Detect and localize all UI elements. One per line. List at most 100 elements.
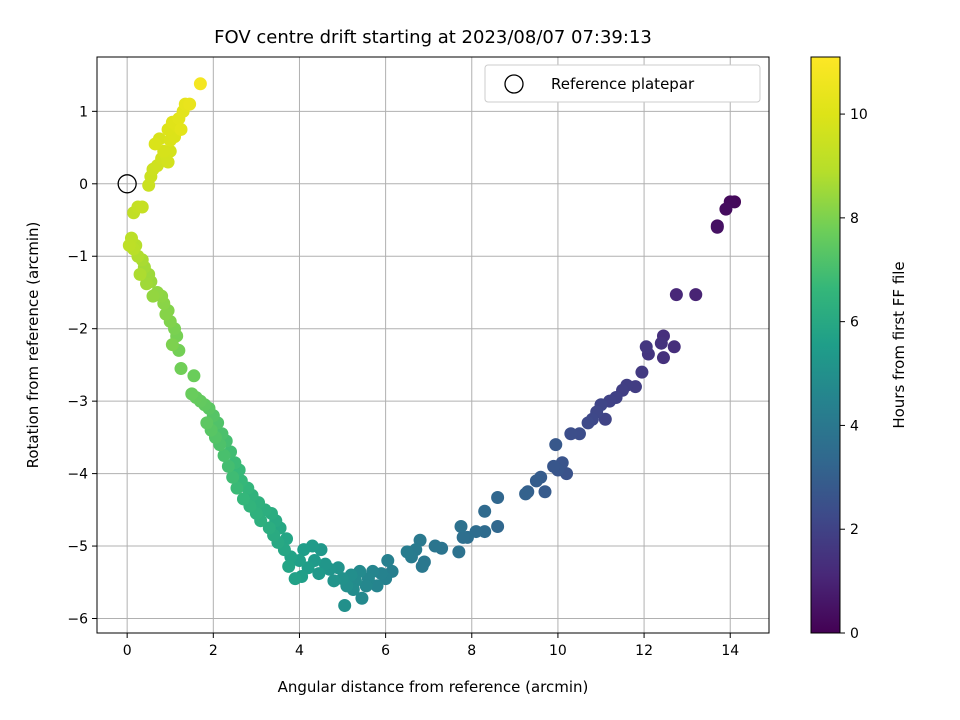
y-tick-label: −4 bbox=[67, 467, 88, 483]
y-tick-label: −2 bbox=[67, 322, 88, 338]
x-tick-label: 2 bbox=[209, 643, 218, 659]
y-axis-ticks: 1 0 −1 −2 −3 −4 −5 −6 bbox=[67, 104, 97, 628]
data-point bbox=[327, 574, 341, 588]
data-point bbox=[456, 530, 470, 544]
colorbar-tick-label: 0 bbox=[850, 626, 859, 642]
colorbar-gradient bbox=[810, 56, 841, 634]
x-tick-label: 4 bbox=[295, 643, 304, 659]
data-point bbox=[491, 491, 505, 505]
data-point bbox=[359, 579, 373, 593]
data-point bbox=[165, 338, 179, 352]
data-point bbox=[157, 144, 171, 158]
data-point bbox=[159, 307, 173, 321]
y-tick-label: 1 bbox=[79, 104, 88, 120]
chart-title: FOV centre drift starting at 2023/08/07 … bbox=[214, 27, 652, 48]
data-point bbox=[669, 288, 683, 302]
y-tick-label: −1 bbox=[67, 249, 88, 265]
y-tick-label: −6 bbox=[67, 612, 88, 628]
data-point bbox=[538, 485, 552, 499]
data-point bbox=[217, 448, 231, 462]
y-tick-label: 0 bbox=[79, 177, 88, 193]
data-point bbox=[140, 277, 154, 291]
y-tick-label: −3 bbox=[67, 394, 88, 410]
data-point bbox=[529, 474, 543, 488]
x-tick-label: 8 bbox=[467, 643, 476, 659]
colorbar-tick-label: 6 bbox=[850, 315, 859, 331]
data-point bbox=[454, 519, 468, 533]
x-tick-label: 6 bbox=[381, 643, 390, 659]
data-point bbox=[491, 519, 505, 533]
data-point bbox=[689, 288, 703, 302]
plot-frame bbox=[96, 56, 770, 634]
x-tick-label: 0 bbox=[123, 643, 132, 659]
x-axis-label: Angular distance from reference (arcmin) bbox=[278, 678, 589, 696]
colorbar-ticks: 0 2 4 6 8 10 bbox=[840, 107, 868, 642]
data-point bbox=[288, 572, 302, 586]
colorbar-tick-label: 10 bbox=[850, 107, 868, 123]
data-point bbox=[478, 504, 492, 518]
data-point bbox=[381, 554, 395, 568]
data-point bbox=[221, 459, 235, 473]
data-point bbox=[654, 336, 668, 350]
legend-marker bbox=[504, 74, 524, 94]
x-tick-label: 12 bbox=[635, 643, 653, 659]
colorbar-tick-label: 4 bbox=[850, 418, 859, 434]
reference-marker bbox=[117, 174, 137, 194]
data-point bbox=[282, 559, 296, 573]
data-point bbox=[656, 351, 670, 365]
data-point bbox=[135, 200, 149, 214]
data-point bbox=[581, 416, 595, 430]
data-point bbox=[148, 137, 162, 151]
data-point bbox=[719, 202, 733, 216]
grid-lines bbox=[97, 57, 769, 633]
data-point bbox=[519, 487, 533, 501]
data-point bbox=[452, 545, 466, 559]
data-point bbox=[226, 470, 240, 484]
colorbar: 0 2 4 6 8 10 Hours from first FF file bbox=[810, 56, 908, 642]
data-point bbox=[193, 77, 207, 91]
data-point bbox=[185, 387, 199, 401]
data-point bbox=[428, 539, 442, 553]
data-point bbox=[667, 340, 681, 354]
x-axis-ticks: 0 2 4 6 8 10 12 14 bbox=[123, 633, 739, 659]
data-point bbox=[564, 427, 578, 441]
data-point bbox=[598, 412, 612, 426]
data-point bbox=[312, 567, 326, 581]
data-point bbox=[236, 492, 250, 506]
data-point bbox=[230, 481, 244, 495]
data-point bbox=[174, 122, 188, 136]
data-point bbox=[415, 559, 429, 573]
data-point bbox=[338, 598, 352, 612]
data-point bbox=[639, 340, 653, 354]
data-point bbox=[122, 238, 136, 252]
data-point bbox=[318, 557, 332, 571]
data-point bbox=[200, 416, 214, 430]
data-point bbox=[400, 545, 414, 559]
data-point bbox=[549, 438, 563, 452]
data-point bbox=[183, 97, 197, 111]
colorbar-tick-label: 2 bbox=[850, 522, 859, 538]
data-point bbox=[297, 543, 311, 557]
data-point bbox=[370, 579, 384, 593]
data-point bbox=[146, 289, 160, 303]
data-point bbox=[547, 459, 561, 473]
x-tick-label: 10 bbox=[549, 643, 567, 659]
data-points bbox=[122, 77, 742, 612]
data-point bbox=[174, 362, 188, 376]
colorbar-label: Hours from first FF file bbox=[890, 261, 908, 428]
data-point bbox=[161, 155, 175, 169]
data-point bbox=[133, 267, 147, 281]
data-point bbox=[262, 521, 276, 535]
data-point bbox=[187, 369, 201, 383]
data-point bbox=[355, 591, 369, 605]
y-axis-label: Rotation from reference (arcmin) bbox=[24, 222, 42, 469]
data-point bbox=[635, 365, 649, 379]
colorbar-tick-label: 8 bbox=[850, 211, 859, 227]
legend-box bbox=[484, 64, 761, 103]
legend-label: Reference platepar bbox=[551, 75, 695, 93]
data-point bbox=[710, 220, 724, 234]
y-tick-label: −5 bbox=[67, 539, 88, 555]
x-tick-label: 14 bbox=[721, 643, 739, 659]
legend: Reference platepar bbox=[484, 64, 761, 103]
